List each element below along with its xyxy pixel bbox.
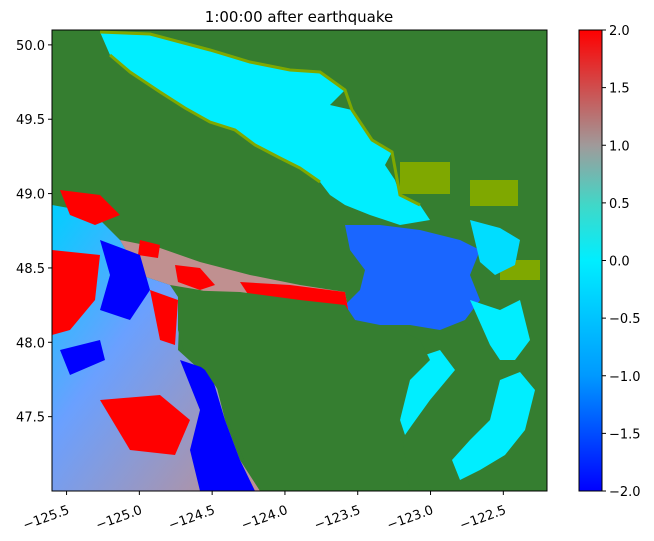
y-tick-label: 48.5 — [16, 262, 45, 277]
shoreline — [99, 30, 421, 207]
shoreline-south — [109, 53, 321, 184]
shallows-patch — [400, 162, 450, 194]
salish-sea-water — [345, 225, 480, 330]
y-tick-label: 48.0 — [16, 336, 45, 351]
colorbar-tick-label: 1.0 — [609, 139, 630, 154]
pacific-red-zone — [150, 290, 178, 345]
inlet-water — [220, 90, 325, 132]
colorbar-tick-label: −0.5 — [609, 312, 641, 327]
salish-sea-cyan-edge — [470, 220, 520, 275]
pacific-red-zone — [60, 190, 120, 225]
colorbar-tick-label: −2.0 — [609, 485, 641, 500]
x-tick-label: −125.0 — [94, 503, 144, 534]
y-tick-label: 49.5 — [16, 113, 45, 128]
x-tick-label: −123.0 — [385, 503, 435, 534]
pacific-blue-zone — [180, 360, 255, 491]
colorbar-axis: −2.0 −1.5 −1.0 −0.5 0.0 0.5 1.0 1.5 2.0 — [602, 24, 641, 500]
colorbar-tick-label: 2.0 — [609, 24, 630, 39]
pacific-red-zone — [138, 240, 160, 258]
strait-of-georgia-water — [100, 32, 430, 225]
shallows-patch — [470, 180, 518, 206]
x-tick-label: −124.0 — [240, 503, 290, 534]
colorbar-tick-label: 0.0 — [609, 255, 630, 270]
x-tick-label: −123.5 — [312, 503, 362, 534]
y-tick-label: 49.0 — [16, 188, 45, 203]
pacific-red-zone — [100, 395, 190, 455]
x-axis: −125.5 −125.0 −124.5 −124.0 −123.5 −123.0 −122… — [21, 491, 508, 534]
colorbar-tick-label: −1.5 — [609, 427, 641, 442]
pacific-blue-zone — [60, 340, 105, 375]
colorbar — [578, 29, 603, 492]
y-tick-label: 47.5 — [16, 411, 45, 426]
pacific-blue-zone — [100, 240, 150, 320]
olympic-peninsula-land — [178, 290, 430, 491]
juan-de-fuca-red — [175, 265, 215, 290]
plot-frame — [51, 29, 548, 492]
x-tick-label: −124.5 — [167, 503, 217, 534]
plot-area — [52, 30, 547, 491]
y-axis: 47.5 48.0 48.5 49.0 49.5 50.0 — [16, 39, 52, 426]
x-tick-label: −122.5 — [458, 503, 508, 534]
puget-sound-water — [470, 300, 530, 360]
colorbar-tick-label: 1.5 — [609, 82, 630, 97]
colorbar-tick-label: −1.0 — [609, 370, 641, 385]
colorbar-tick-label: 0.5 — [609, 197, 630, 212]
pacific-red-zone — [52, 250, 100, 335]
chart-title: 1:00:00 after earthquake — [205, 8, 393, 26]
x-tick-label: −125.5 — [21, 503, 71, 534]
puget-sound-south — [452, 372, 535, 480]
y-tick-label: 50.0 — [16, 39, 45, 54]
